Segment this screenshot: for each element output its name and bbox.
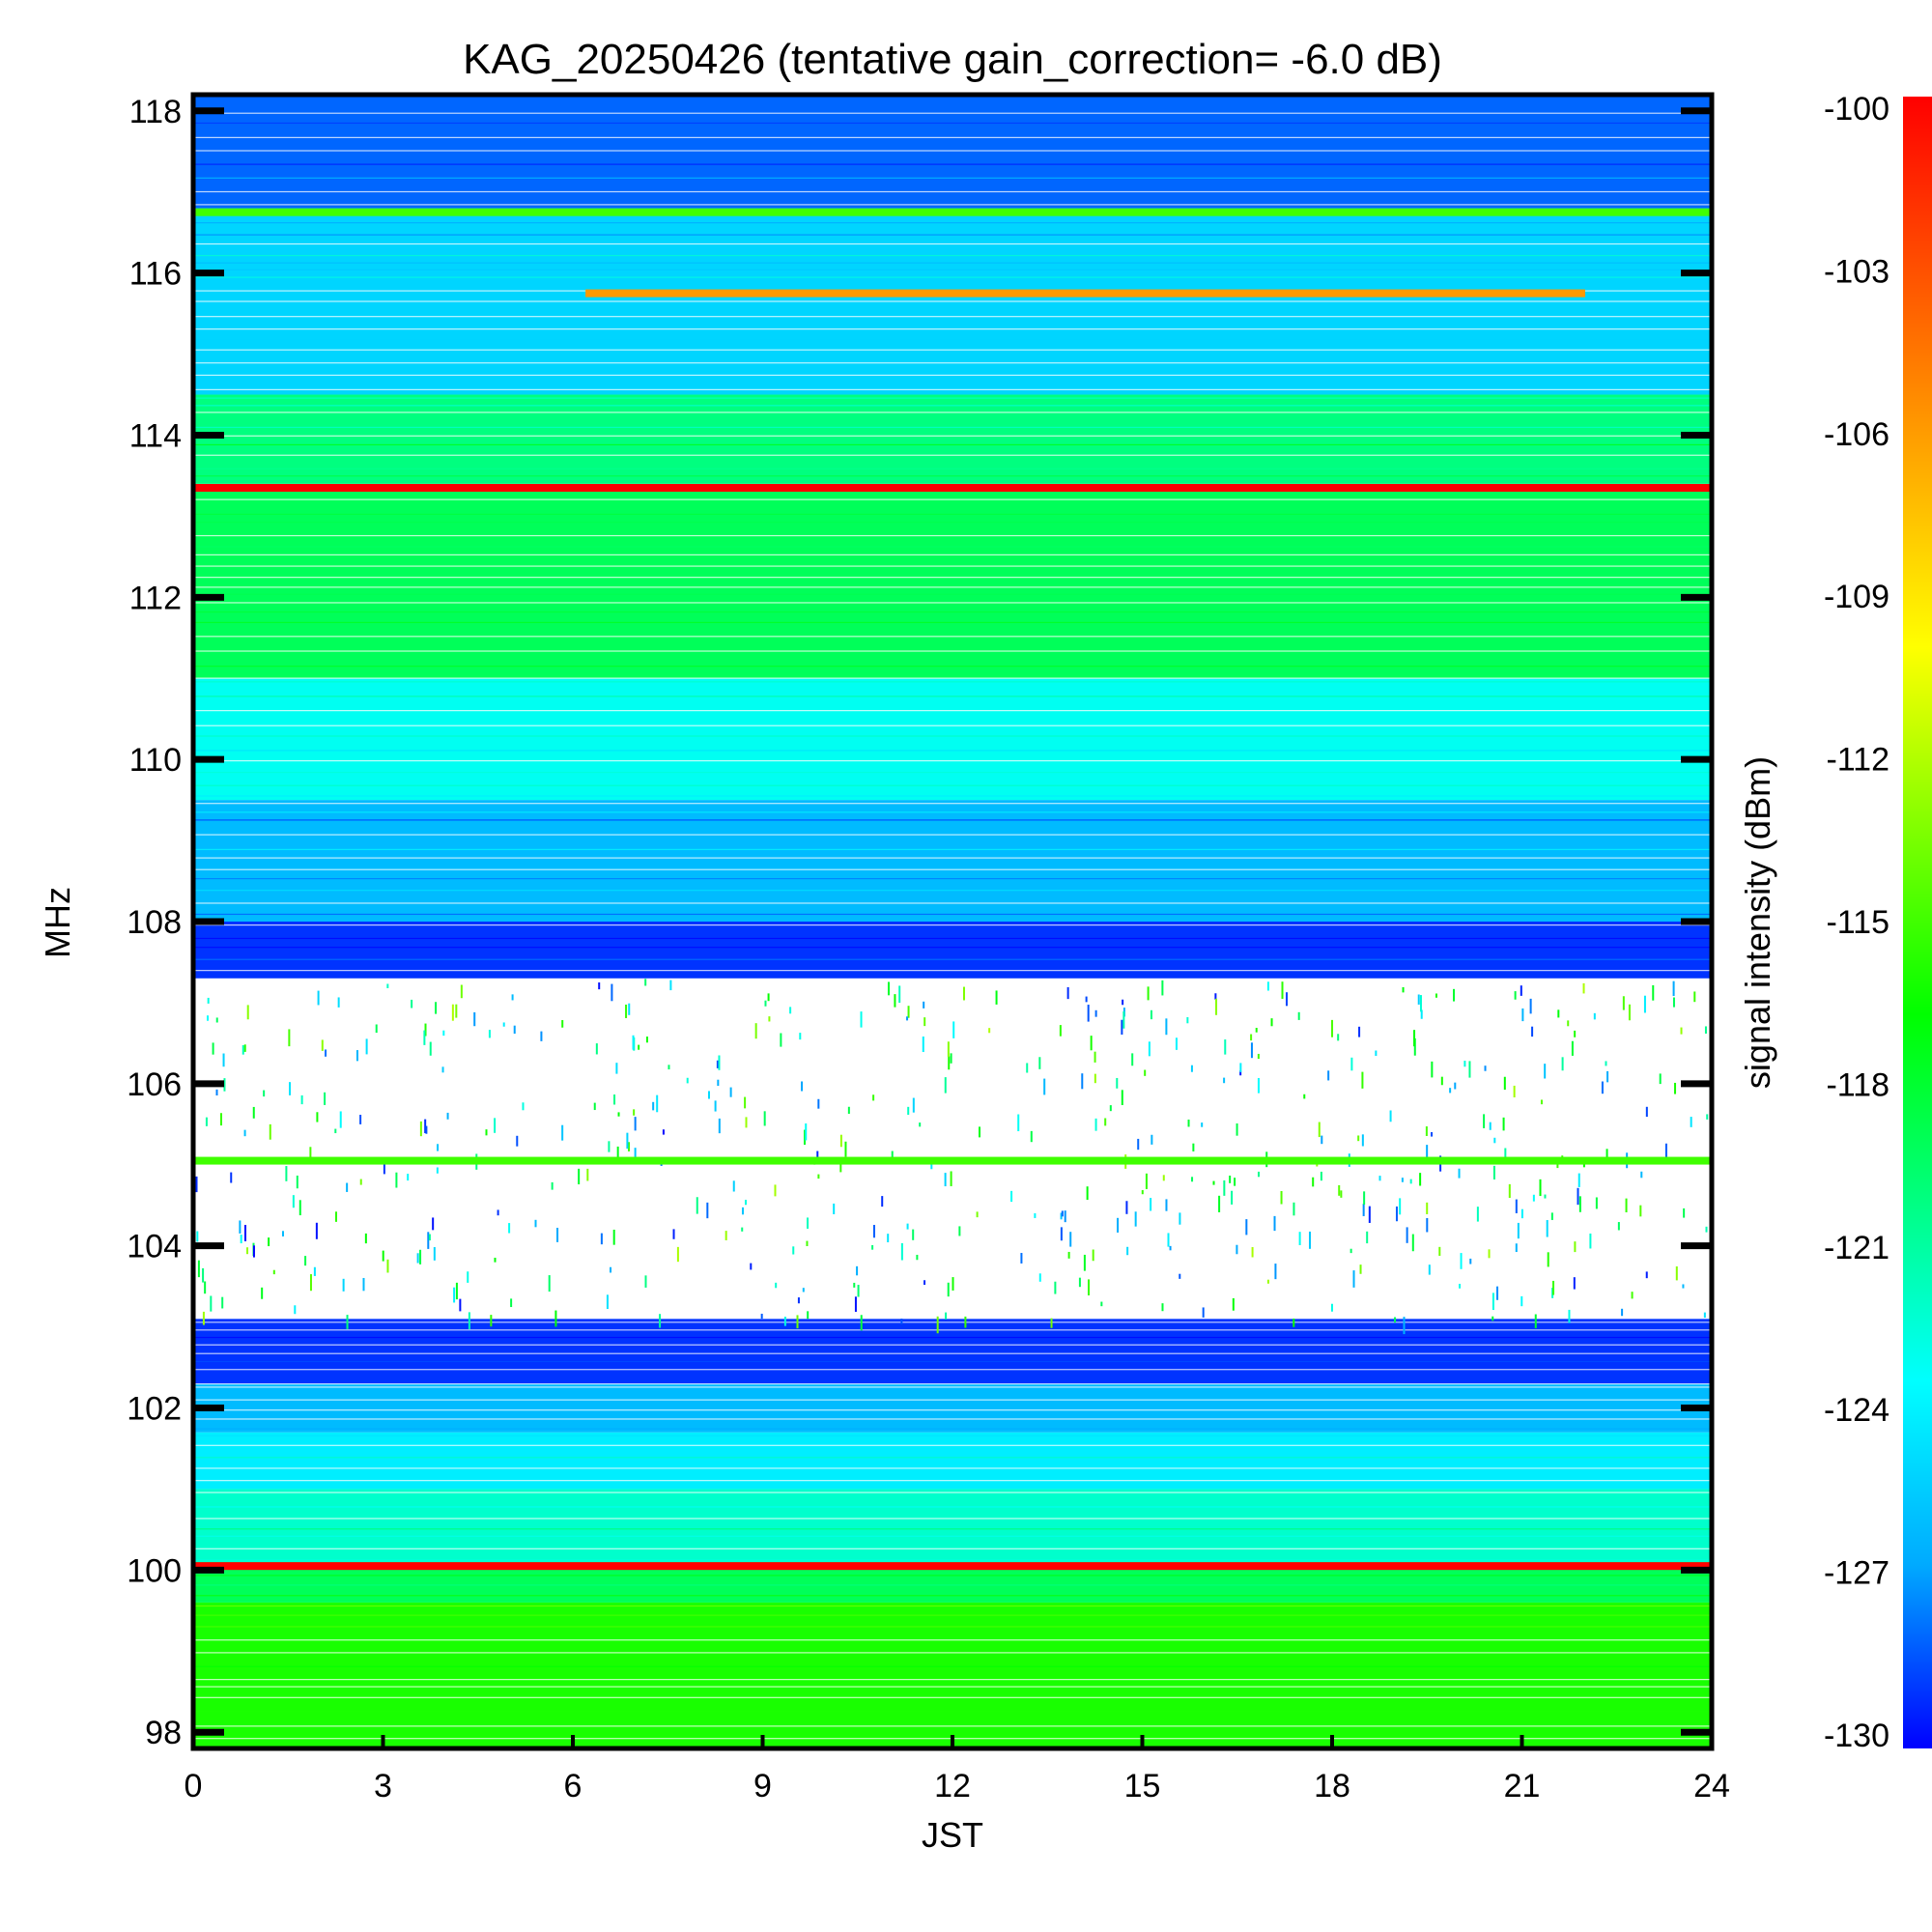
x-tick-label: 21 [1504,1768,1541,1804]
signal-line-3 [193,1156,1712,1165]
colorbar-tick-label: -103 [1824,253,1889,290]
frequency-band-6 [193,1148,1712,1320]
colorbar-tick-label: -112 [1826,742,1889,779]
plot-area [193,95,1712,1748]
colorbar-tick-label: -121 [1824,1230,1889,1266]
colorbar-tick-label: -109 [1824,579,1889,615]
colorbar-tick-label: -118 [1826,1066,1889,1103]
frequency-band-10 [193,678,1712,801]
y-tick-label: 102 [127,1391,182,1428]
colorbar-tick-label: -106 [1824,416,1889,453]
y-tick-label: 108 [127,904,182,941]
y-tick-label: 118 [129,94,182,130]
x-tick-label: 12 [934,1768,971,1804]
signal-line-2 [193,208,1712,216]
colorbar-tick-label: -115 [1826,904,1889,941]
x-tick-label: 24 [1693,1768,1730,1804]
frequency-band-5 [193,1319,1712,1384]
y-tick-label: 110 [129,742,182,779]
frequency-band-8 [193,922,1712,979]
signal-line-4 [585,289,1585,298]
x-tick-label: 6 [564,1768,582,1804]
y-tick-label: 100 [127,1552,182,1589]
y-tick-label: 112 [129,580,182,616]
x-tick-label: 9 [753,1768,772,1804]
frequency-band-12 [193,394,1712,484]
colorbar-tick-label: -130 [1824,1718,1889,1754]
frequency-band-11 [193,483,1712,679]
frequency-band-14 [193,95,1712,209]
chart-title: KAG_20250426 (tentative gain_correction=… [463,36,1442,83]
y-tick-label: 114 [129,417,182,454]
frequency-band-4 [193,1383,1712,1433]
x-tick-label: 0 [185,1768,203,1804]
x-tick-label: 18 [1314,1768,1350,1804]
x-axis-title: JST [922,1815,983,1855]
signal-line-1 [193,1562,1712,1571]
colorbar-tick-label: -100 [1824,91,1889,128]
colorbar-ticks: -100 -103 -106 -109 -112 -115 -118 -121 -124 -127… [1824,91,1889,1754]
y-axis-title: MHz [38,887,77,958]
y-axis-ticks: 98 100 102 104 106 108 110 112 114 116 118 [127,94,1712,1751]
x-axis-ticks: 0 3 6 9 12 15 18 21 24 [185,1735,1730,1804]
frequency-band-2 [193,1489,1712,1562]
y-tick-label: 98 [145,1715,182,1751]
line-layer [193,208,1712,1571]
x-tick-label: 3 [374,1768,392,1804]
band-layer [193,95,1712,1748]
texture-layer [193,98,1712,1740]
frequency-band-7 [193,978,1712,1149]
colorbar-tick-label: -127 [1824,1555,1889,1592]
y-tick-label: 104 [127,1229,182,1265]
y-tick-label: 106 [127,1066,182,1103]
colorbar-tick-label: -124 [1824,1392,1889,1429]
signal-line-0 [193,484,1712,493]
frequency-band-3 [193,1432,1712,1490]
colorbar-title: signal intensity (dBm) [1738,756,1777,1089]
y-tick-label: 116 [129,256,182,293]
colorbar [1903,97,1932,1748]
x-tick-label: 15 [1124,1768,1161,1804]
